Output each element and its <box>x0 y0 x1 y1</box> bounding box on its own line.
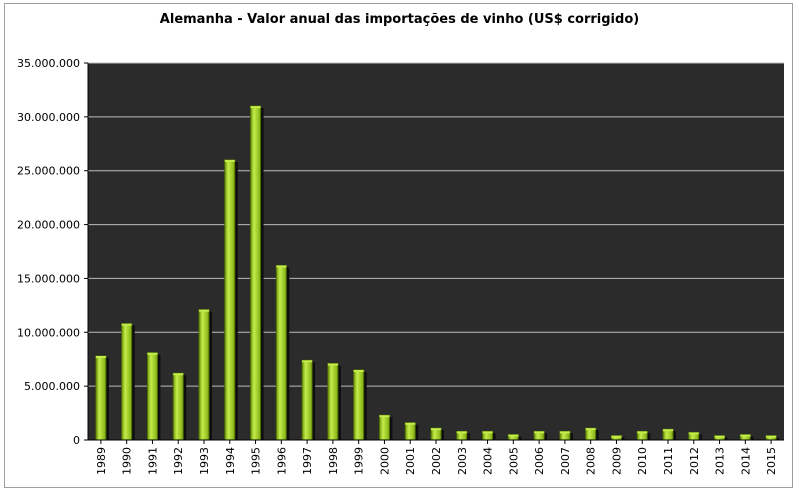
bar-cap <box>327 363 338 366</box>
bar-cap <box>276 265 287 268</box>
bar <box>378 414 390 441</box>
x-tick-label: 2001 <box>404 447 417 475</box>
chart-title: Alemanha - Valor anual das importações d… <box>159 12 640 27</box>
y-tick-label: 10.000.000 <box>17 326 80 339</box>
x-tick-label: 2012 <box>688 447 701 475</box>
bar <box>327 363 339 441</box>
x-tick-label: 2010 <box>636 447 649 475</box>
x-tick-label: 1997 <box>301 447 314 475</box>
plot-area <box>88 63 784 440</box>
y-tick-label: 5.000.000 <box>24 380 80 393</box>
bar-cap <box>250 106 261 109</box>
bar <box>301 359 313 441</box>
x-tick-label: 1990 <box>121 447 134 475</box>
bar-cap <box>508 434 519 437</box>
bar-cap <box>663 429 673 432</box>
x-tick-label: 1995 <box>250 447 263 475</box>
bar <box>146 352 158 441</box>
bar-cap <box>534 431 545 434</box>
bar <box>404 422 416 441</box>
bar-cap <box>199 309 209 312</box>
x-tick-label: 2003 <box>456 447 469 475</box>
x-tick-label: 2013 <box>714 447 727 475</box>
y-tick-label: 0 <box>73 434 80 447</box>
y-tick-label: 30.000.000 <box>17 111 80 124</box>
y-tick-label: 25.000.000 <box>17 165 80 178</box>
bar <box>250 105 262 441</box>
bar-cap <box>688 432 699 435</box>
x-tick-label: 1996 <box>275 447 288 475</box>
bar-cap <box>405 422 416 425</box>
x-tick-label: 2006 <box>533 447 546 475</box>
bar-cap <box>379 415 390 418</box>
x-tick-label: 2004 <box>482 447 495 475</box>
bar <box>224 159 236 441</box>
bar-cap <box>121 323 132 326</box>
x-tick-label: 2002 <box>430 447 443 475</box>
bar-cap <box>637 431 648 434</box>
bar-cap <box>302 360 313 363</box>
x-tick-label: 1993 <box>198 447 211 475</box>
y-tick-label: 20.000.000 <box>17 219 80 232</box>
x-tick-label: 2014 <box>739 447 752 475</box>
bar-cap <box>740 434 751 437</box>
bar <box>275 265 287 441</box>
x-tick-label: 2007 <box>559 447 572 475</box>
bar <box>198 309 210 441</box>
bar <box>95 355 107 441</box>
bar <box>121 323 133 441</box>
bar-cap <box>173 373 184 376</box>
bar-cap <box>353 369 364 372</box>
bar-cap <box>714 435 725 438</box>
x-tick-label: 1994 <box>224 447 237 475</box>
y-tick-label: 15.000.000 <box>17 272 80 285</box>
x-tick-label: 2015 <box>765 447 778 475</box>
x-tick-label: 1999 <box>353 447 366 475</box>
bar <box>353 369 365 441</box>
bar-cap <box>224 159 235 162</box>
bar-cap <box>482 431 493 434</box>
x-tick-label: 1992 <box>172 447 185 475</box>
bar-cap <box>559 431 570 434</box>
x-tick-label: 1998 <box>327 447 340 475</box>
x-tick-label: 2000 <box>378 447 391 475</box>
y-tick-label: 35.000.000 <box>17 57 80 70</box>
x-tick-label: 2005 <box>507 447 520 475</box>
bar-cap <box>95 355 106 358</box>
bar-cap <box>585 428 596 431</box>
bar-cap <box>766 435 777 438</box>
bar-cap <box>456 431 467 434</box>
x-tick-label: 2011 <box>662 447 675 475</box>
x-tick-label: 1989 <box>95 447 108 475</box>
bar-cap <box>431 428 441 431</box>
x-tick-label: 2008 <box>585 447 598 475</box>
x-tick-label: 2009 <box>610 447 623 475</box>
x-tick-label: 1991 <box>146 447 159 475</box>
bar <box>172 372 184 441</box>
bar-cap <box>611 435 622 438</box>
bar-cap <box>147 352 158 355</box>
